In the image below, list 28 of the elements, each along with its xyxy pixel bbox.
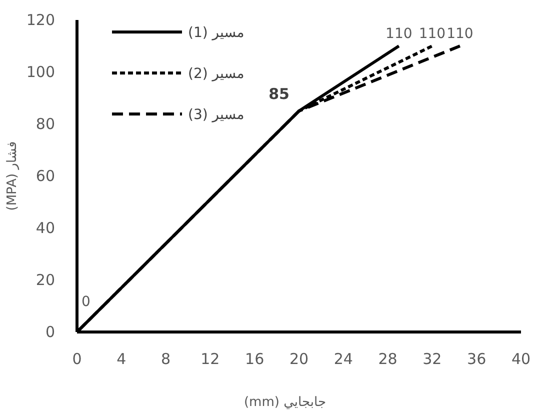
x-tick-label: 8 [161, 350, 171, 368]
x-tick-label: 20 [289, 350, 309, 368]
x-tick-label: 0 [72, 350, 82, 368]
y-tick-label: 20 [36, 271, 55, 289]
legend-label: مسیر (3) [188, 107, 244, 123]
y-axis-title: فشار (MPA) [5, 141, 20, 211]
x-tick-label: 16 [245, 350, 264, 368]
y-tick-label: 0 [45, 323, 55, 341]
y-tick-label: 40 [36, 219, 55, 237]
x-tick-label: 32 [422, 350, 442, 368]
x-tick-label: 12 [200, 350, 220, 368]
x-tick-label: 40 [511, 350, 531, 368]
legend-label: مسیر (1) [188, 25, 244, 41]
x-tick-label: 28 [378, 350, 398, 368]
y-tick-label: 80 [36, 115, 55, 133]
y-tick-label: 60 [36, 167, 55, 185]
data-label: 0 [82, 294, 90, 310]
x-axis-title: جابجايي (mm) [244, 395, 326, 410]
y-tick-label: 100 [26, 63, 55, 81]
legend-label: مسیر (2) [188, 66, 244, 82]
y-tick-label: 120 [26, 11, 55, 29]
x-tick-label: 24 [334, 350, 353, 368]
data-label: 110 [418, 26, 446, 42]
data-label: 110 [386, 26, 412, 42]
x-tick-label: 36 [467, 350, 486, 368]
x-tick-label: 4 [116, 350, 126, 368]
data-label: 85 [268, 85, 290, 103]
data-label: 110 [446, 26, 474, 42]
